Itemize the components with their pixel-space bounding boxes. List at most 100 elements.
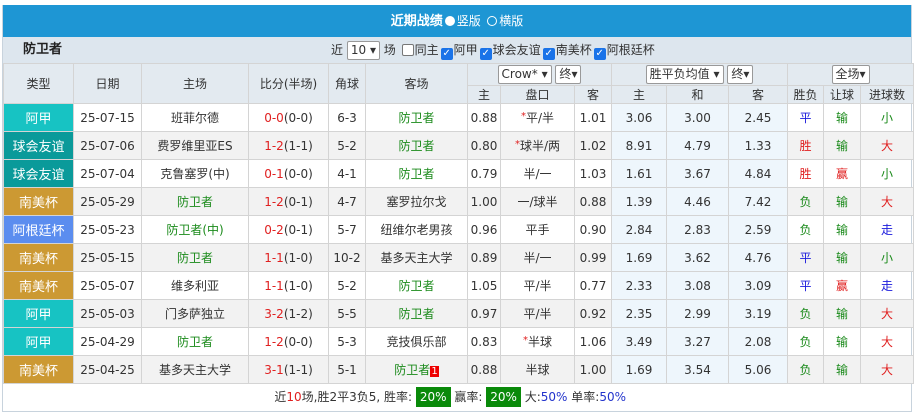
handicap-line-text: 半球 xyxy=(527,335,552,349)
draw-odds: 2.83 xyxy=(666,215,729,244)
summary-count: 10 xyxy=(286,390,302,404)
league-cell[interactable]: 球会友谊 xyxy=(3,131,74,160)
table-row[interactable]: 阿根廷杯 25-05-23 防卫者(中) 0-2(0-1) 5-7 纽维尔老男孩… xyxy=(3,215,914,244)
away-team-cell[interactable]: 防卫者 xyxy=(365,103,468,132)
match-count-select[interactable]: 10 ▾ xyxy=(346,41,380,60)
odds-final-select[interactable]: 终▾ xyxy=(727,65,754,84)
summary-footer: 近10场,胜2平3负5, 胜率: 20% 赢率: 20% 大:50% 单率:50… xyxy=(3,384,911,411)
draw-odds: 4.79 xyxy=(666,131,729,160)
league-cell[interactable]: 阿甲 xyxy=(3,327,74,356)
scope-select[interactable]: 全场▾ xyxy=(831,65,870,84)
loss-odds: 7.42 xyxy=(727,187,789,216)
avg-value: 胜平负均值 xyxy=(649,67,710,81)
home-team-cell[interactable]: 防卫者(中) xyxy=(141,215,249,244)
option-horizontal[interactable]: 横版 xyxy=(499,14,524,28)
half-time-score: (0-0) xyxy=(283,334,313,349)
full-time-score: 0-2 xyxy=(264,222,284,237)
over-under-cell: 大 xyxy=(860,131,914,160)
team-name: 防卫者 xyxy=(23,42,63,57)
star-mark: * xyxy=(520,111,526,122)
table-row[interactable]: 球会友谊 25-07-04 克鲁塞罗(中) 0-1(0-0) 4-1 防卫者 0… xyxy=(3,159,914,188)
league-checkbox[interactable]: ✓ xyxy=(593,48,606,60)
handicap-home-odds: 0.88 xyxy=(467,103,501,132)
loss-odds: 4.84 xyxy=(727,159,789,188)
half-time-score: (1-0) xyxy=(283,250,313,265)
league-checkbox[interactable]: ✓ xyxy=(440,48,453,60)
summary-text: 赢率: xyxy=(454,390,483,404)
corner-cell: 5-2 xyxy=(328,271,366,300)
table-row[interactable]: 阿甲 25-05-03 门多萨独立 3-2(1-2) 5-5 防卫者 0.97 … xyxy=(3,299,914,328)
same-home-checkbox[interactable] xyxy=(401,44,414,56)
league-checkbox[interactable]: ✓ xyxy=(479,48,492,60)
handicap-away-odds: 0.88 xyxy=(574,187,612,216)
radio-horizontal[interactable] xyxy=(487,16,498,26)
away-team-cell[interactable]: 竞技俱乐部 xyxy=(365,327,468,356)
table-row[interactable]: 南美杯 25-05-15 防卫者 1-1(1-0) 10-2 基多天主大学 0.… xyxy=(3,243,914,272)
away-team-cell[interactable]: 防卫者 xyxy=(365,299,468,328)
half-time-score: (1-1) xyxy=(283,362,313,377)
date-cell: 25-07-04 xyxy=(73,159,142,188)
handicap-line: 一/球半 xyxy=(500,187,575,216)
score-cell: 3-2(1-2) xyxy=(248,299,329,328)
recent-record-panel: 近期战绩 竖版 横版 防卫者 近 10 ▾ 场 同主 ✓ 阿甲 ✓ 球会友谊 ✓ 南美杯 ✓ 阿根… xyxy=(2,5,914,412)
table-row[interactable]: 阿甲 25-07-15 班菲尔德 0-0(0-0) 6-3 防卫者 0.88 *… xyxy=(3,103,914,132)
date-cell: 25-04-29 xyxy=(73,327,142,356)
league-cell[interactable]: 阿甲 xyxy=(3,299,74,328)
table-row[interactable]: 南美杯 25-05-07 维多利亚 1-1(1-0) 5-2 防卫者 1.05 … xyxy=(3,271,914,300)
handicap-line-text: 平/半 xyxy=(523,279,552,293)
draw-odds: 3.00 xyxy=(666,103,729,132)
home-team-cell[interactable]: 基多天主大学 xyxy=(141,355,249,384)
handicap-result-cell: 输 xyxy=(823,187,862,216)
home-team-cell[interactable]: 维多利亚 xyxy=(141,271,249,300)
handicap-away-odds: 0.77 xyxy=(574,271,612,300)
home-team-cell[interactable]: 防卫者 xyxy=(141,243,249,272)
radio-vertical[interactable] xyxy=(444,16,455,26)
handicap-result-cell: 赢 xyxy=(823,159,862,188)
corner-cell: 5-3 xyxy=(328,327,366,356)
col-score: 比分(半场) xyxy=(248,63,329,104)
handicap-final-select[interactable]: 终▾ xyxy=(555,65,582,84)
league-cell[interactable]: 阿根廷杯 xyxy=(3,215,74,244)
home-team-cell[interactable]: 克鲁塞罗(中) xyxy=(141,159,249,188)
handicap-home-odds: 1.05 xyxy=(467,271,501,300)
table-row[interactable]: 球会友谊 25-07-06 费罗维里亚ES 1-2(1-1) 5-2 防卫者 0… xyxy=(3,131,914,160)
away-team-cell[interactable]: 防卫者 xyxy=(365,159,468,188)
avg-select[interactable]: 胜平负均值 ▾ xyxy=(645,65,724,84)
away-team-cell[interactable]: 防卫者 xyxy=(365,131,468,160)
away-team-name: 防卫者 xyxy=(398,139,435,153)
score-cell: 1-2(0-1) xyxy=(248,187,329,216)
league-cell[interactable]: 南美杯 xyxy=(3,355,74,384)
league-cell[interactable]: 南美杯 xyxy=(3,187,74,216)
win-odds: 2.35 xyxy=(611,299,667,328)
date-cell: 25-05-15 xyxy=(73,243,142,272)
table-row[interactable]: 南美杯 25-04-25 基多天主大学 3-1(1-1) 5-1 防卫者1 0.… xyxy=(3,355,914,384)
away-team-cell[interactable]: 基多天主大学 xyxy=(365,243,468,272)
col-line: 盘口 xyxy=(500,85,575,104)
half-time-score: (1-0) xyxy=(283,278,313,293)
away-team-cell[interactable]: 防卫者 xyxy=(365,271,468,300)
panel-title: 近期战绩 xyxy=(390,14,443,29)
draw-odds: 2.99 xyxy=(666,299,729,328)
win-odds: 1.39 xyxy=(611,187,667,216)
option-vertical[interactable]: 竖版 xyxy=(456,14,481,28)
league-cell[interactable]: 阿甲 xyxy=(3,103,74,132)
league-cell[interactable]: 南美杯 xyxy=(3,271,74,300)
home-team-cell[interactable]: 门多萨独立 xyxy=(141,299,249,328)
league-cell[interactable]: 南美杯 xyxy=(3,243,74,272)
corner-cell: 5-5 xyxy=(328,299,366,328)
score-cell: 0-1(0-0) xyxy=(248,159,329,188)
league-cell[interactable]: 球会友谊 xyxy=(3,159,74,188)
handicap-home-odds: 1.00 xyxy=(467,187,501,216)
home-team-cell[interactable]: 班菲尔德 xyxy=(141,103,249,132)
home-team-cell[interactable]: 防卫者 xyxy=(141,187,249,216)
away-team-cell[interactable]: 纽维尔老男孩 xyxy=(365,215,468,244)
table-row[interactable]: 南美杯 25-05-29 防卫者 1-2(0-1) 4-7 塞罗拉尔戈 1.00… xyxy=(3,187,914,216)
home-team-cell[interactable]: 防卫者 xyxy=(141,327,249,356)
full-time-score: 3-1 xyxy=(264,362,284,377)
table-row[interactable]: 阿甲 25-04-29 防卫者 1-2(0-0) 5-3 竞技俱乐部 0.83 … xyxy=(3,327,914,356)
away-team-cell[interactable]: 防卫者1 xyxy=(365,355,468,384)
company-select[interactable]: Crow* ▾ xyxy=(497,65,552,84)
home-team-cell[interactable]: 费罗维里亚ES xyxy=(141,131,249,160)
away-team-cell[interactable]: 塞罗拉尔戈 xyxy=(365,187,468,216)
league-checkbox[interactable]: ✓ xyxy=(542,48,555,60)
